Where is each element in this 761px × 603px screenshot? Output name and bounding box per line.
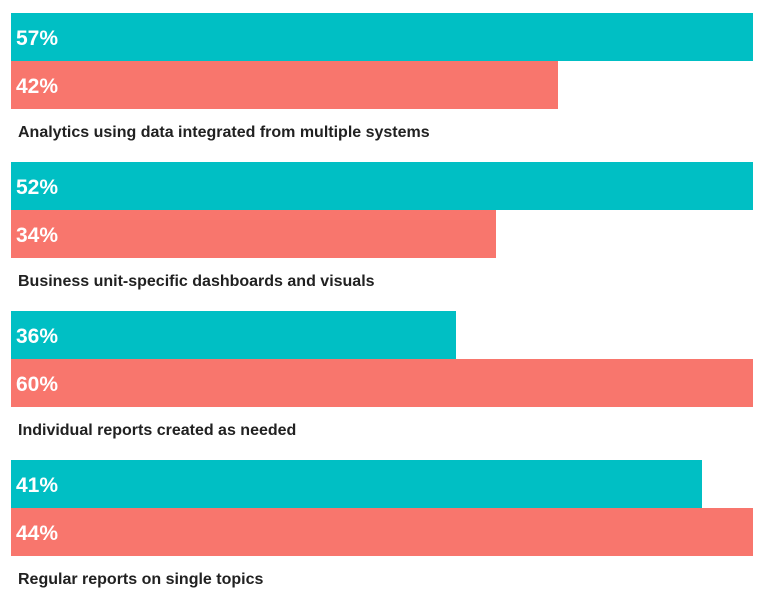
bar-group: 57% 42% Analytics using data integrated fr…: [11, 13, 753, 142]
bar-series-2: 44%: [11, 508, 753, 556]
bar-series-1: 36%: [11, 311, 457, 359]
category-label: Analytics using data integrated from mul…: [18, 124, 430, 141]
bar-series-1: 57%: [11, 13, 753, 61]
bar-series-1: 41%: [11, 460, 703, 508]
category-label: Business unit-specific dashboards and vi…: [18, 273, 375, 290]
bar-value-label: 36%: [16, 325, 59, 348]
bar-group: 36% 60% Individual reports created as need…: [11, 311, 753, 440]
bar-value-label: 34%: [16, 224, 59, 247]
bar-value-label: 42%: [16, 75, 59, 98]
bar-value-label: 60%: [16, 373, 59, 396]
category-label: Individual reports created as needed: [18, 422, 297, 439]
bar-group: 41% 44% Regular reports on single topics: [11, 460, 753, 589]
bar-chart: 57% 42% Analytics using data integrated fr…: [11, 13, 753, 589]
bar-value-label: 52%: [16, 176, 59, 199]
bar-group: 52% 34% Business unit-specific dashboards …: [11, 162, 753, 291]
bar-value-label: 41%: [16, 474, 59, 497]
bar-series-2: 34%: [11, 210, 497, 258]
bar-series-1: 52%: [11, 162, 753, 210]
bar-series-2: 60%: [11, 359, 753, 407]
bar-series-2: 42%: [11, 61, 558, 109]
bar-value-label: 44%: [16, 522, 59, 545]
bar-value-label: 57%: [16, 27, 59, 50]
category-label: Regular reports on single topics: [18, 571, 264, 588]
